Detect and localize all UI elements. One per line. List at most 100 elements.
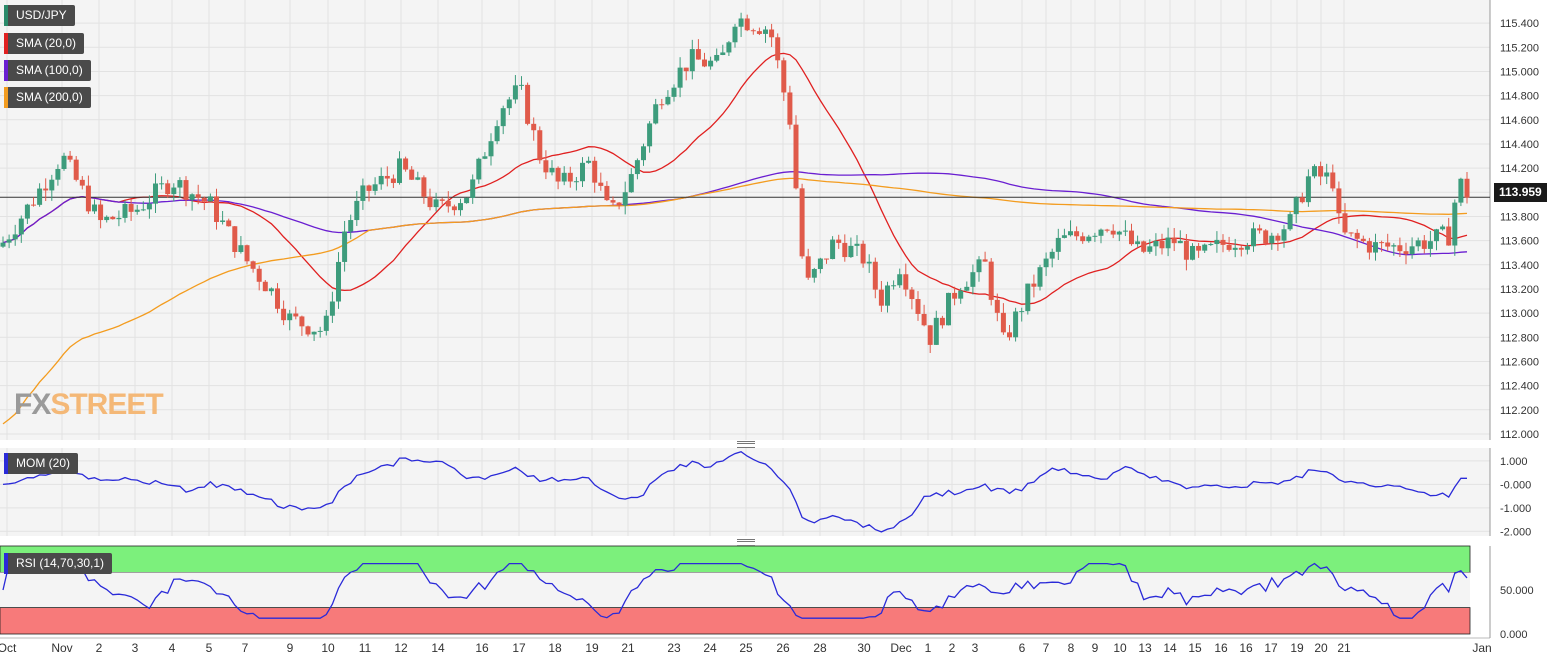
candle-body [878, 289, 884, 306]
candle-body [1086, 236, 1092, 242]
candle-body [220, 220, 226, 222]
candle-body [293, 313, 299, 317]
candle-body [1354, 232, 1360, 239]
candle-body [336, 261, 341, 302]
candle-body [549, 167, 555, 173]
mom-tick-label: -0.000 [1500, 479, 1531, 491]
candle-body [641, 146, 646, 161]
legend-sma100: SMA (100,0) [4, 60, 91, 81]
candle-body [714, 54, 720, 61]
candle-body [403, 158, 409, 170]
candle-body [732, 26, 738, 43]
candle-body [842, 242, 848, 258]
candle-body [122, 203, 128, 218]
candle-body [750, 30, 756, 32]
candle-body [933, 317, 939, 345]
x-tick-label: 14 [431, 641, 445, 655]
candle-body [738, 18, 744, 27]
candle-body [1379, 242, 1385, 244]
candle-body [1202, 244, 1208, 251]
candle-body [915, 299, 921, 314]
candle-body [433, 199, 439, 208]
candle-body [1287, 214, 1293, 230]
price-tick-label: 113.800 [1500, 211, 1539, 223]
candle-body [1074, 231, 1080, 237]
candle-body [1196, 245, 1202, 251]
candle-body [12, 234, 18, 240]
candle-body [409, 169, 415, 180]
candle-body [695, 49, 701, 60]
candle-body [1421, 240, 1427, 249]
candle-body [43, 188, 49, 191]
candle-body [1000, 312, 1006, 333]
candle-body [18, 218, 24, 235]
candle-body [494, 126, 500, 142]
x-tick-label: 3 [972, 641, 979, 655]
x-tick-label: 16 [1239, 641, 1253, 655]
pane-resize-handle-rsi[interactable] [737, 539, 755, 546]
candle-body [616, 202, 622, 206]
candle-body [665, 96, 671, 105]
candle-body [647, 123, 653, 147]
candle-body [201, 197, 207, 202]
candle-body [708, 60, 714, 67]
candle-body [1031, 283, 1037, 287]
candle-body [1220, 239, 1226, 245]
x-tick-label: 28 [813, 641, 827, 655]
candle-body [348, 220, 354, 232]
rsi-tick-label: 0.000 [1500, 629, 1528, 641]
x-tick-label: 21 [621, 641, 635, 655]
candle-body [836, 239, 842, 243]
candle-body [1324, 172, 1330, 177]
candle-body [140, 209, 146, 211]
candle-body [1226, 244, 1232, 250]
rsi-line [2, 562, 1468, 619]
candle-body [37, 188, 43, 205]
candle-body [1055, 237, 1061, 252]
pane-resize-handle-momentum[interactable] [737, 441, 755, 448]
candle-body [232, 226, 238, 252]
candle-body [653, 104, 659, 124]
candle-body [73, 159, 79, 180]
candle-body [1263, 230, 1269, 244]
candle-body [195, 194, 201, 198]
sma100-line [2, 170, 1468, 256]
candle-body [488, 141, 494, 157]
candle-body [1122, 230, 1128, 232]
candle-body [134, 209, 140, 212]
candle-body [171, 187, 177, 195]
candle-body [561, 172, 567, 182]
mom-tick-label: -2.000 [1500, 526, 1531, 538]
candle-body [1165, 237, 1171, 249]
candle-body [976, 259, 982, 273]
candle-body [1293, 197, 1299, 215]
candle-body [256, 268, 262, 282]
x-tick-label: 18 [548, 641, 562, 655]
candle-body [891, 285, 897, 287]
candle-body [622, 192, 628, 206]
x-tick-label: 12 [394, 641, 408, 655]
candle-body [1251, 228, 1256, 247]
candle-body [6, 239, 12, 243]
candle-body [519, 84, 524, 86]
x-tick-label: 4 [169, 641, 176, 655]
candle-body [1171, 237, 1177, 244]
candle-body [1049, 251, 1055, 259]
candle-body [872, 261, 878, 290]
x-tick-label: 21 [1337, 641, 1351, 655]
candle-body [598, 182, 604, 186]
candle-body [1116, 231, 1122, 235]
candle-body [628, 174, 634, 193]
candle-body [281, 308, 287, 321]
x-tick-label: 25 [739, 641, 753, 655]
candle-body [1244, 246, 1250, 250]
candle-body [726, 42, 732, 53]
candle-body [1458, 178, 1464, 203]
rsi-neutral-band [0, 572, 1470, 608]
candle-body [299, 316, 305, 327]
candle-body [1013, 311, 1019, 338]
candle-body [555, 167, 561, 182]
x-tick-label: 3 [132, 641, 139, 655]
candle-body [1373, 242, 1378, 253]
